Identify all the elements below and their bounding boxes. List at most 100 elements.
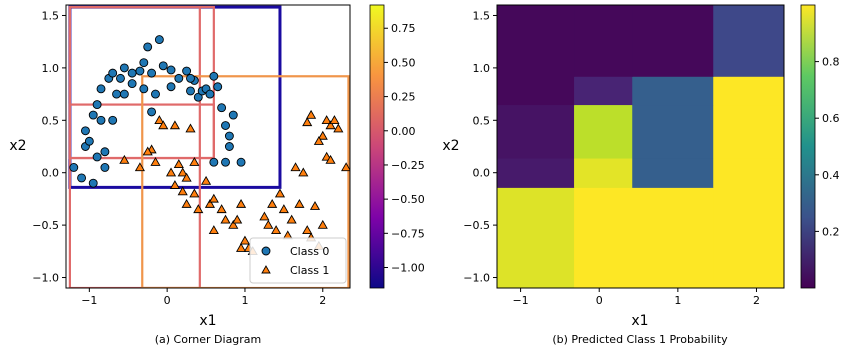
class-1-point xyxy=(263,219,274,229)
x-tick-label: 0 xyxy=(164,294,171,307)
class-0-point xyxy=(213,82,223,92)
class-1-point xyxy=(321,115,332,124)
colorbar-tick-label: −0.25 xyxy=(391,159,425,172)
class-1-point xyxy=(333,123,344,133)
heatmap-cell xyxy=(632,5,714,77)
y-tick-label: 1.5 xyxy=(473,9,491,22)
x-tick-label: 1 xyxy=(674,294,681,307)
class-0-point xyxy=(108,68,118,78)
colorbar-tick-label: 0.2 xyxy=(822,225,840,238)
class-0-point xyxy=(81,126,90,136)
heatmap-cell xyxy=(713,5,784,77)
y-tick-label: −0.5 xyxy=(32,219,59,232)
class-0-point xyxy=(209,71,219,81)
y-axis-label-a: x2 xyxy=(9,138,26,154)
axis-ticks-a: −1 0 1 2 −1.0 −0.5 0.0 0.5 1.0 1.5 xyxy=(32,9,326,307)
class-0-point xyxy=(96,84,106,94)
colorbar-tick-label: −1.00 xyxy=(391,261,425,274)
class-1-point xyxy=(119,154,130,164)
class-1-point xyxy=(317,219,328,229)
heatmap-cell xyxy=(713,158,784,188)
class-0-point xyxy=(143,42,153,52)
colorbar-tick-label: 0.8 xyxy=(822,56,840,69)
colorbar-a xyxy=(369,4,385,289)
class-1-point xyxy=(235,198,247,208)
x-tick-label: 2 xyxy=(319,294,326,307)
class-0-point xyxy=(127,79,137,89)
class-1-point xyxy=(325,154,336,164)
class-1-point xyxy=(189,188,200,198)
class-1-point xyxy=(142,146,153,156)
class-1-point xyxy=(278,204,289,214)
heatmap-cell xyxy=(713,76,784,106)
heatmap-cell xyxy=(574,187,633,288)
y-tick-label: 0.0 xyxy=(473,167,491,180)
y-tick-label: −0.5 xyxy=(463,219,490,232)
colorbar-tick-label: 0.6 xyxy=(822,112,840,125)
legend-label-class-1: Class 1 xyxy=(290,264,329,277)
class-1-point xyxy=(158,120,169,130)
class-1-point xyxy=(341,162,350,172)
class-0-point xyxy=(166,82,176,92)
heatmap-cell xyxy=(574,76,633,106)
x-tick-label: −1 xyxy=(512,294,528,307)
colorbar-tick-label: 0.75 xyxy=(391,22,416,35)
class-0-point xyxy=(77,173,87,183)
legend-marker-class-1 xyxy=(261,265,271,274)
class-0-point xyxy=(236,157,246,167)
corner-rectangle xyxy=(68,5,201,288)
class-1-point xyxy=(185,123,196,133)
class-0-point xyxy=(205,89,215,99)
class-1-point xyxy=(325,120,336,130)
class-0-point xyxy=(108,115,118,125)
class-1-point xyxy=(220,214,231,224)
class-0-point xyxy=(119,89,129,99)
colorbar-ticks-a: 0.75 0.50 0.25 0.00 −0.25 −0.50 −0.75 −1.00 xyxy=(384,22,425,274)
class-0-point xyxy=(186,86,195,96)
class-0-point xyxy=(88,110,98,120)
heatmap-cell xyxy=(632,158,714,188)
axes-frame-b xyxy=(496,4,785,289)
colorbar-b xyxy=(800,4,816,289)
legend-marker-class-0 xyxy=(261,246,271,256)
heatmap-cells xyxy=(497,5,784,288)
class-1-point xyxy=(235,242,247,252)
colorbar-tick-label: −0.50 xyxy=(391,193,425,206)
class-1-point xyxy=(239,235,251,245)
class-0-point xyxy=(228,110,238,120)
colorbar-tick-label: 0.50 xyxy=(391,56,416,69)
class-1-point xyxy=(150,157,161,166)
class-0-point xyxy=(84,136,94,146)
class-0-point xyxy=(139,84,149,94)
caption-b: (b) Predicted Class 1 Probability xyxy=(552,333,728,346)
class-1-point xyxy=(208,225,219,235)
heatmap-cell xyxy=(713,104,784,159)
y-tick-label: 1.0 xyxy=(473,62,491,75)
class-0-point xyxy=(224,142,234,151)
class-0-point xyxy=(100,163,110,172)
class-1-point xyxy=(193,204,204,214)
class-1-point xyxy=(169,120,181,130)
class-0-point xyxy=(166,65,176,75)
class-1-point xyxy=(177,167,188,177)
class-1-point xyxy=(165,167,177,177)
class-1-point xyxy=(204,198,216,208)
class-0-point xyxy=(139,58,149,68)
class-1-point xyxy=(169,180,181,189)
class-0-point xyxy=(96,115,106,125)
class-0-point xyxy=(92,100,102,110)
y-tick-label: 1.0 xyxy=(42,62,60,75)
heatmap-cell xyxy=(632,104,714,159)
class-0-point xyxy=(158,61,168,71)
class-1-point xyxy=(177,186,188,196)
corner-rectangle xyxy=(68,5,282,189)
heatmap-cell xyxy=(497,104,575,159)
x-tick-label: −1 xyxy=(81,294,97,307)
class-1-point xyxy=(134,162,145,172)
class-0-point xyxy=(209,157,219,167)
class-1-point xyxy=(216,204,227,214)
heatmap-cell xyxy=(574,158,633,188)
class-1-point xyxy=(329,115,340,124)
y-tick-label: −1.0 xyxy=(463,272,490,285)
